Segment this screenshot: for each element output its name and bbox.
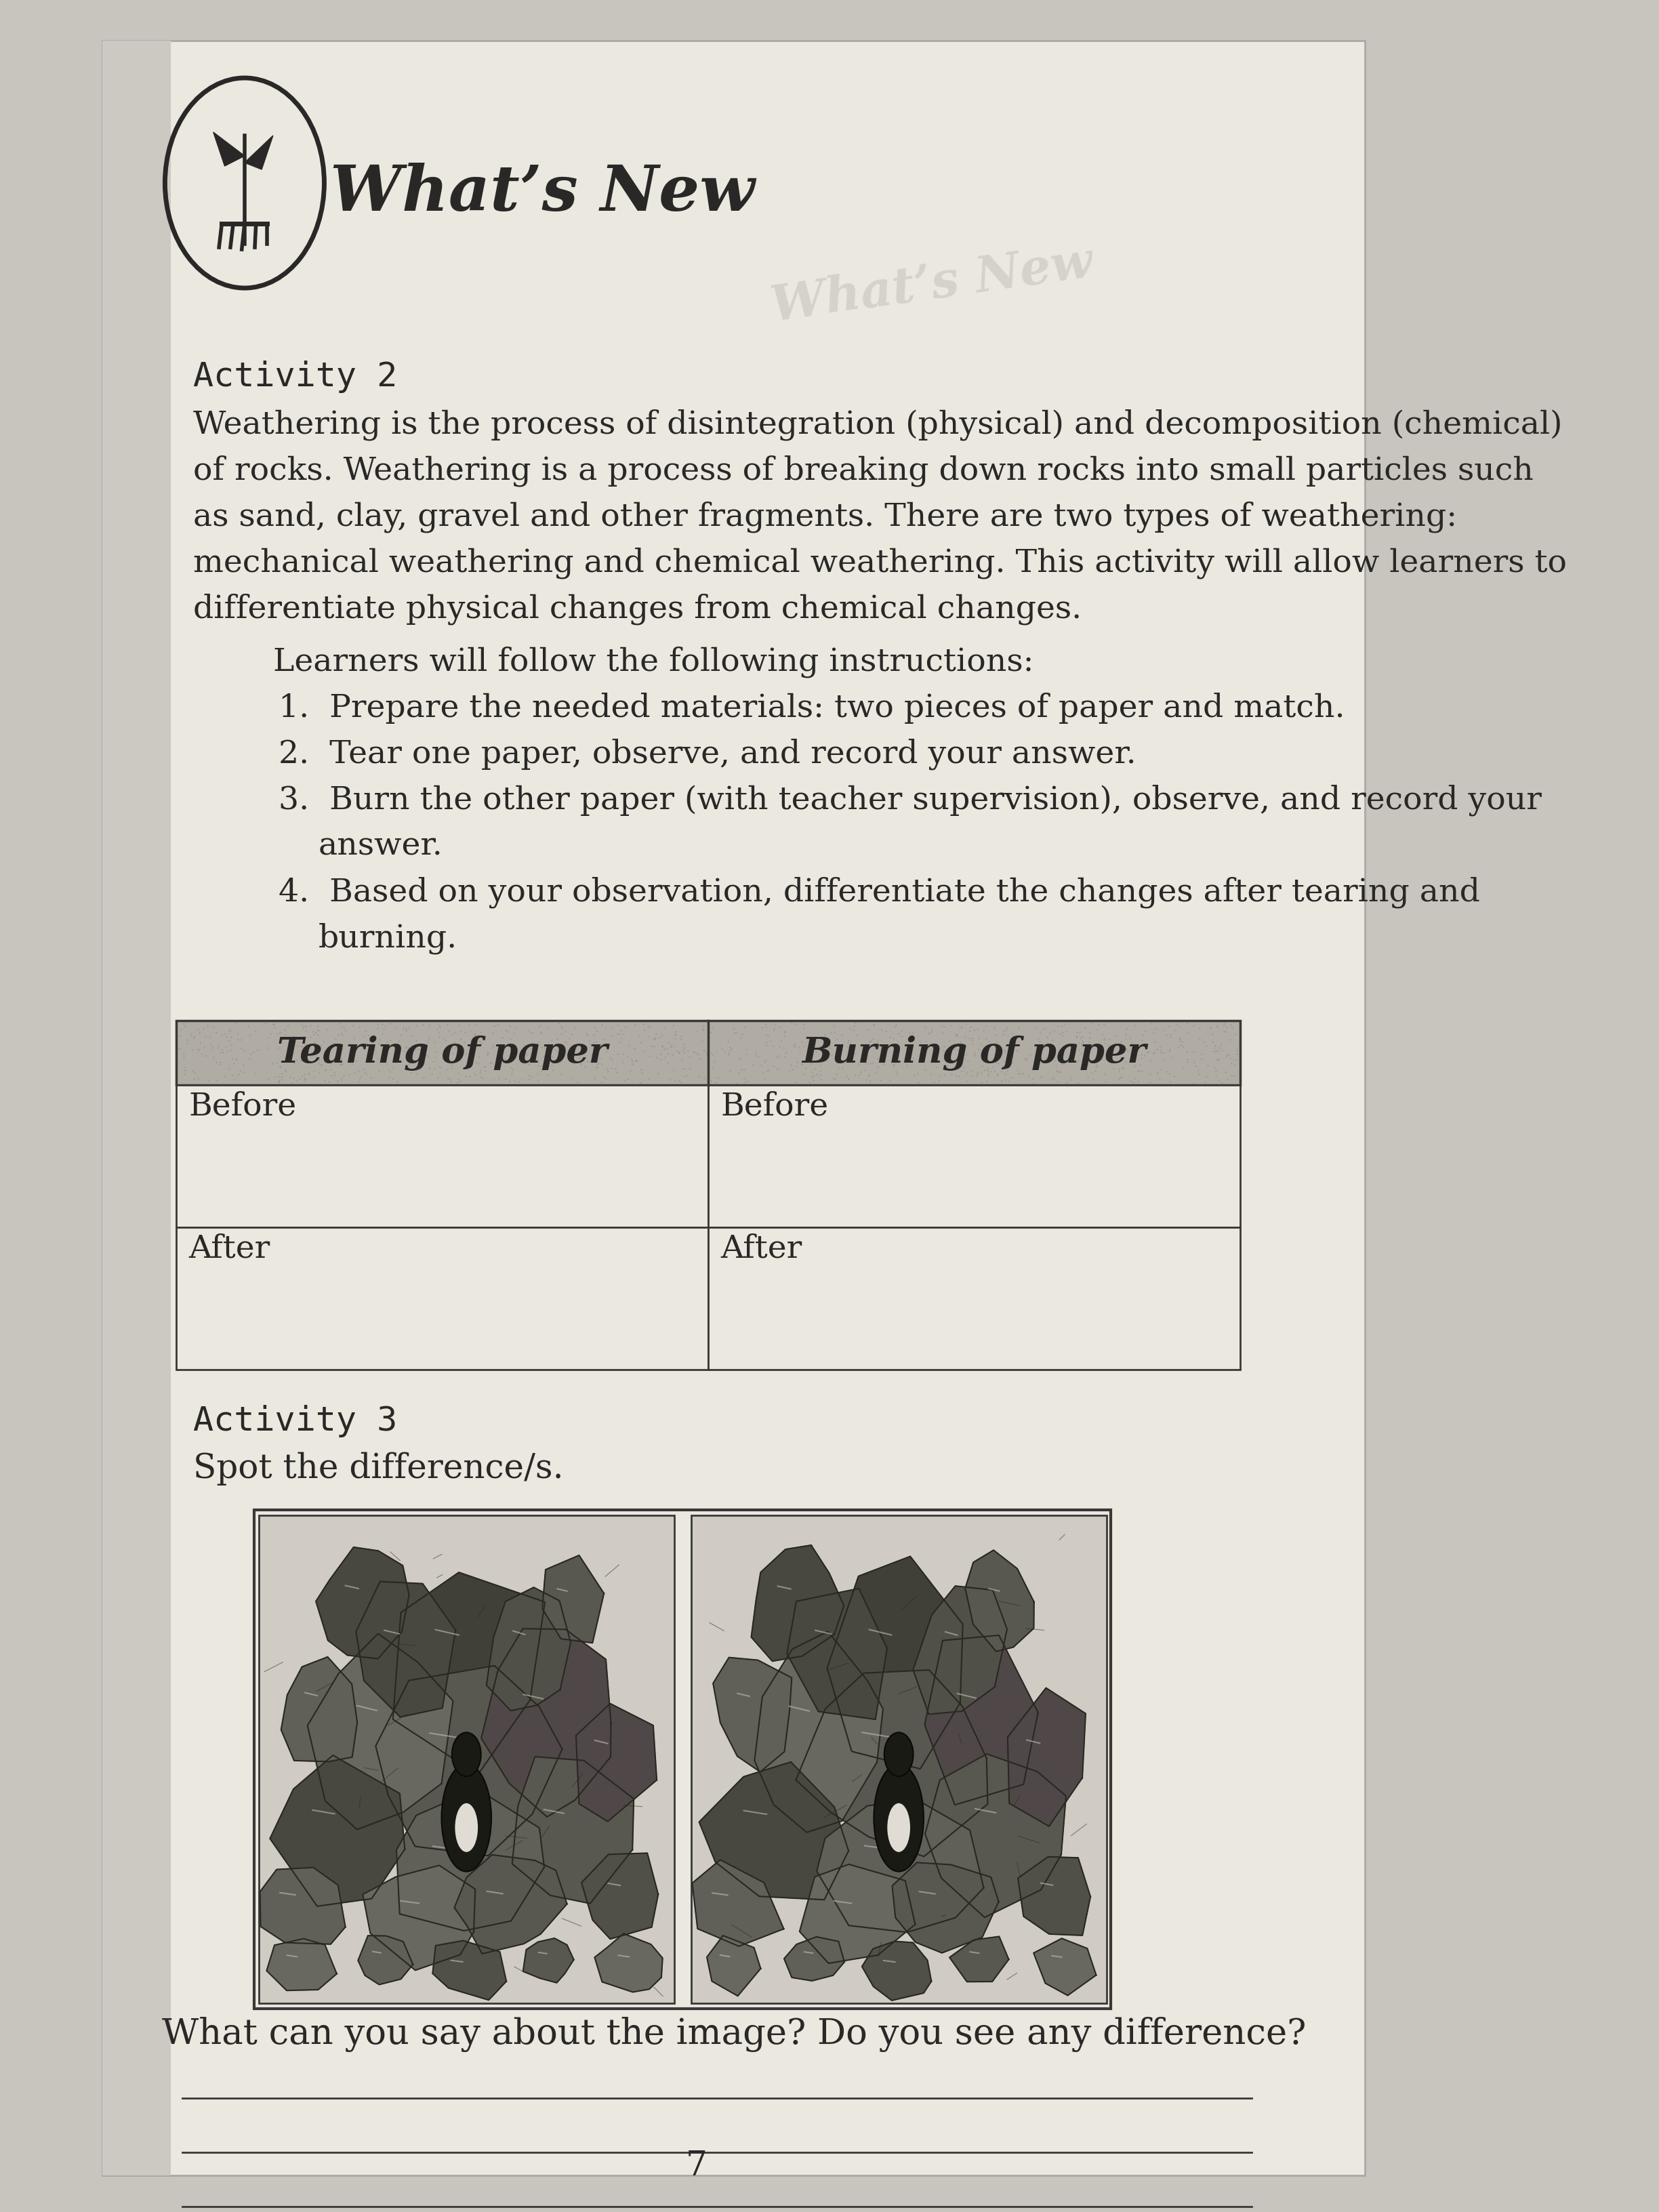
Polygon shape [214,133,244,166]
Polygon shape [358,1936,413,1984]
Text: as sand, clay, gravel and other fragments. There are two types of weathering:: as sand, clay, gravel and other fragment… [194,502,1457,533]
Ellipse shape [455,1803,478,1851]
Text: mechanical weathering and chemical weathering. This activity will allow learners: mechanical weathering and chemical weath… [194,549,1568,580]
Text: What’s New: What’s New [768,239,1097,332]
Text: 2.  Tear one paper, observe, and record your answer.: 2. Tear one paper, observe, and record y… [279,739,1136,770]
Polygon shape [924,1635,1039,1805]
Polygon shape [582,1854,659,1940]
Polygon shape [594,1933,662,1993]
Text: 4.  Based on your observation, differentiate the changes after tearing and: 4. Based on your observation, differenti… [279,876,1480,909]
Polygon shape [307,1635,453,1829]
Polygon shape [486,1588,571,1710]
Polygon shape [542,1555,604,1644]
Polygon shape [1034,1938,1097,1995]
Polygon shape [523,1938,574,1982]
Text: differentiate physical changes from chemical changes.: differentiate physical changes from chem… [194,593,1082,626]
Polygon shape [481,1628,611,1816]
Bar [692,1515,1107,2004]
Polygon shape [698,1763,848,1900]
Ellipse shape [884,1732,912,1776]
Bar [259,1515,674,2004]
Polygon shape [785,1938,844,1980]
Polygon shape [752,1546,844,1661]
Text: 7: 7 [685,2150,707,2183]
Polygon shape [912,1586,1007,1714]
Text: What can you say about the image? Do you see any difference?: What can you say about the image? Do you… [161,2017,1306,2053]
Polygon shape [397,1790,544,1931]
Polygon shape [926,1754,1067,1918]
Polygon shape [828,1557,962,1770]
Bar [103,40,171,2174]
Bar [254,1511,1112,2008]
Ellipse shape [451,1732,481,1776]
Polygon shape [280,1657,357,1761]
Polygon shape [260,1867,345,1944]
Polygon shape [433,1940,506,2000]
Polygon shape [267,1938,337,1991]
Ellipse shape [888,1803,911,1851]
Ellipse shape [874,1765,924,1871]
Polygon shape [455,1854,567,1953]
Polygon shape [692,1860,783,1947]
Text: of rocks. Weathering is a process of breaking down rocks into small particles su: of rocks. Weathering is a process of bre… [194,456,1535,487]
Polygon shape [755,1632,883,1832]
Polygon shape [375,1666,562,1856]
Polygon shape [796,1670,987,1856]
Polygon shape [576,1703,657,1820]
Text: Spot the difference/s.: Spot the difference/s. [194,1451,564,1486]
Polygon shape [713,1657,791,1772]
Polygon shape [1019,1856,1090,1936]
Bar [708,1086,1239,1228]
Text: What’s New: What’s New [330,164,755,223]
Polygon shape [357,1582,456,1717]
Text: Activity 2: Activity 2 [194,361,398,394]
Text: Before: Before [720,1091,828,1121]
Text: Tearing of paper: Tearing of paper [277,1035,607,1071]
Text: Burning of paper: Burning of paper [801,1035,1146,1071]
Polygon shape [270,1756,405,1907]
Polygon shape [816,1801,984,1933]
Text: Weathering is the process of disintegration (physical) and decomposition (chemic: Weathering is the process of disintegrat… [194,409,1563,440]
Text: burning.: burning. [319,922,458,956]
Text: After: After [720,1234,803,1265]
Text: Activity 3: Activity 3 [194,1405,398,1438]
Text: 1.  Prepare the needed materials: two pieces of paper and match.: 1. Prepare the needed materials: two pie… [279,692,1345,723]
Polygon shape [363,1865,474,1971]
Ellipse shape [441,1765,491,1871]
Polygon shape [786,1588,888,1719]
Bar [176,1020,1239,1086]
Polygon shape [893,1863,999,1953]
Text: After: After [189,1234,270,1265]
Text: answer.: answer. [319,832,443,863]
Bar [708,1228,1239,1369]
Polygon shape [393,1573,546,1774]
Polygon shape [966,1551,1034,1652]
Polygon shape [513,1756,634,1905]
Polygon shape [1007,1688,1085,1827]
Polygon shape [244,135,274,170]
Polygon shape [315,1546,410,1659]
Text: 3.  Burn the other paper (with teacher supervision), observe, and record your: 3. Burn the other paper (with teacher su… [279,785,1541,816]
Text: Before: Before [189,1091,297,1121]
Text: Learners will follow the following instructions:: Learners will follow the following instr… [274,646,1034,679]
Polygon shape [707,1936,761,1995]
Polygon shape [863,1942,931,2000]
Polygon shape [949,1936,1009,1982]
Bar [176,1228,708,1369]
Bar [176,1086,708,1228]
Polygon shape [800,1865,916,1964]
